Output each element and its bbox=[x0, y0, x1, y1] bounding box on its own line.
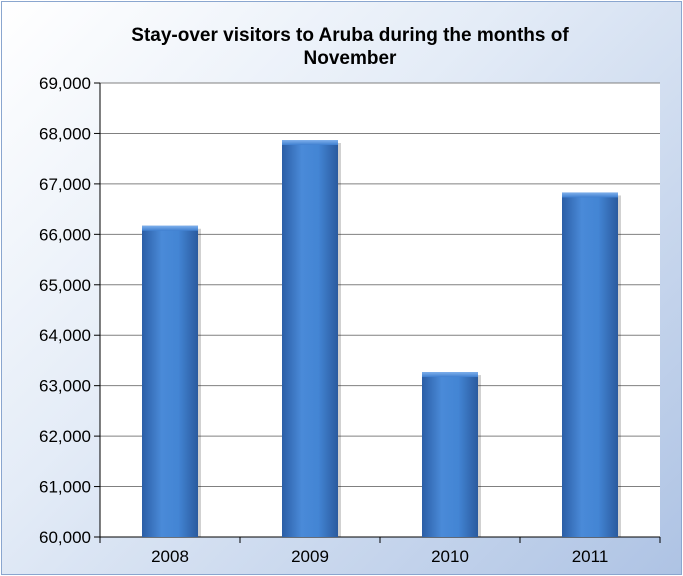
bar-cap bbox=[142, 225, 198, 231]
plot-area: 60,000 61,000 62,000 63,000 64,000 65,000 66,0… bbox=[39, 74, 661, 566]
bar-cap bbox=[562, 192, 618, 198]
y-tick-label: 67,000 bbox=[39, 175, 91, 194]
y-tick-label: 60,000 bbox=[39, 528, 91, 547]
bar bbox=[562, 192, 618, 537]
x-tick-label: 2008 bbox=[151, 547, 189, 566]
chart-title: Stay-over visitors to Aruba during the m… bbox=[131, 25, 569, 69]
y-tick-label: 65,000 bbox=[39, 276, 91, 295]
y-tick-label: 69,000 bbox=[39, 74, 91, 93]
y-tick-label: 63,000 bbox=[39, 377, 91, 396]
x-tick-label: 2011 bbox=[572, 547, 609, 566]
bar bbox=[422, 372, 478, 537]
y-tick-label: 64,000 bbox=[39, 326, 91, 345]
x-tick-label: 2010 bbox=[431, 547, 469, 566]
bar-cap bbox=[282, 140, 338, 146]
y-tick-label: 62,000 bbox=[39, 427, 91, 446]
y-tick-label: 61,000 bbox=[39, 478, 91, 497]
bar-cap bbox=[422, 372, 478, 378]
x-tick-label: 2009 bbox=[291, 547, 329, 566]
y-tick-label: 68,000 bbox=[39, 124, 91, 143]
bar bbox=[282, 140, 338, 537]
y-tick-label: 66,000 bbox=[39, 225, 91, 244]
bar bbox=[142, 225, 198, 537]
